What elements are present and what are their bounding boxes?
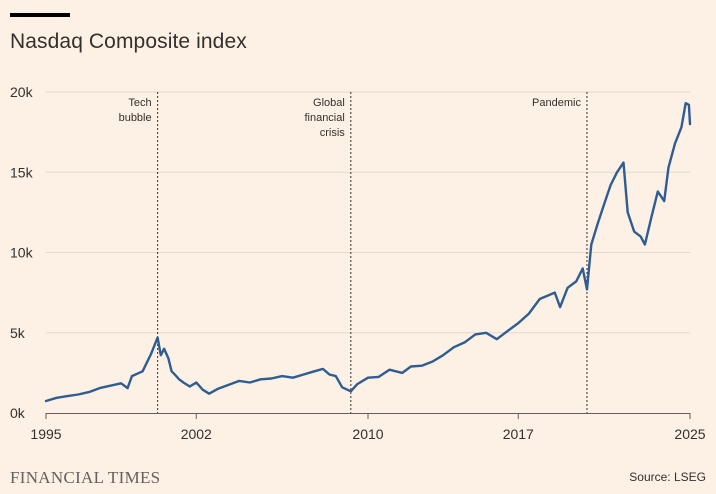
event-label: Pandemic (532, 97, 581, 109)
event-label: Global (313, 97, 345, 109)
source-note: Source: LSEG (629, 470, 706, 484)
y-tick-label: 10k (10, 245, 34, 261)
y-tick-label: 0k (10, 405, 26, 421)
event-label: crisis (320, 127, 346, 139)
event-label: financial (304, 112, 344, 124)
series-line-nasdaq (44, 102, 692, 403)
y-tick-label: 15k (10, 164, 34, 180)
x-tick-label: 1995 (30, 426, 61, 442)
chart-title: Nasdaq Composite index (10, 30, 247, 53)
brand-bar (10, 13, 70, 17)
event-label: Tech (128, 97, 151, 109)
publisher-logo: FINANCIAL TIMES (10, 468, 161, 487)
y-tick-label: 5k (10, 325, 26, 341)
x-tick-label: 2002 (181, 426, 212, 442)
event-label: bubble (119, 112, 152, 124)
y-tick-label: 20k (10, 84, 34, 100)
x-tick-label: 2017 (503, 426, 534, 442)
x-tick-label: 2025 (674, 426, 705, 442)
x-tick-label: 2010 (352, 426, 383, 442)
